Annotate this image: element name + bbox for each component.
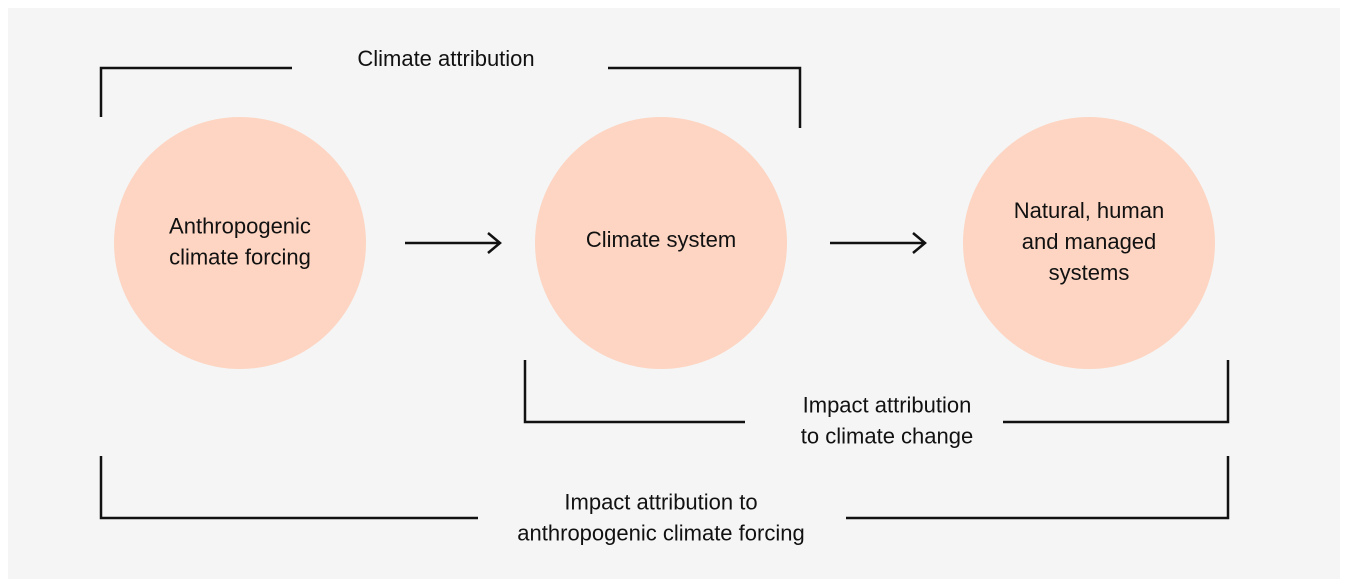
- node-circle: [535, 117, 787, 369]
- node-circle: [114, 117, 366, 369]
- node-label: Anthropogenic: [169, 213, 311, 238]
- node-label: climate forcing: [169, 244, 311, 269]
- node-label: and managed: [1022, 229, 1157, 254]
- arrow: [405, 232, 927, 254]
- node-circle: [963, 117, 1215, 369]
- node-label: systems: [1049, 260, 1130, 285]
- bracket-label: anthropogenic climate forcing: [517, 520, 804, 545]
- bracket-label: Impact attribution to: [564, 489, 757, 514]
- bracket-label: Climate attribution: [357, 46, 534, 71]
- bracket: [99, 66, 802, 128]
- node-label: Natural, human: [1014, 198, 1164, 223]
- bracket-label: Impact attribution: [803, 392, 972, 417]
- node-label: Climate system: [586, 227, 736, 252]
- bracket-label: to climate change: [801, 423, 973, 448]
- bracket: [523, 360, 1230, 424]
- bracket: [99, 456, 1230, 520]
